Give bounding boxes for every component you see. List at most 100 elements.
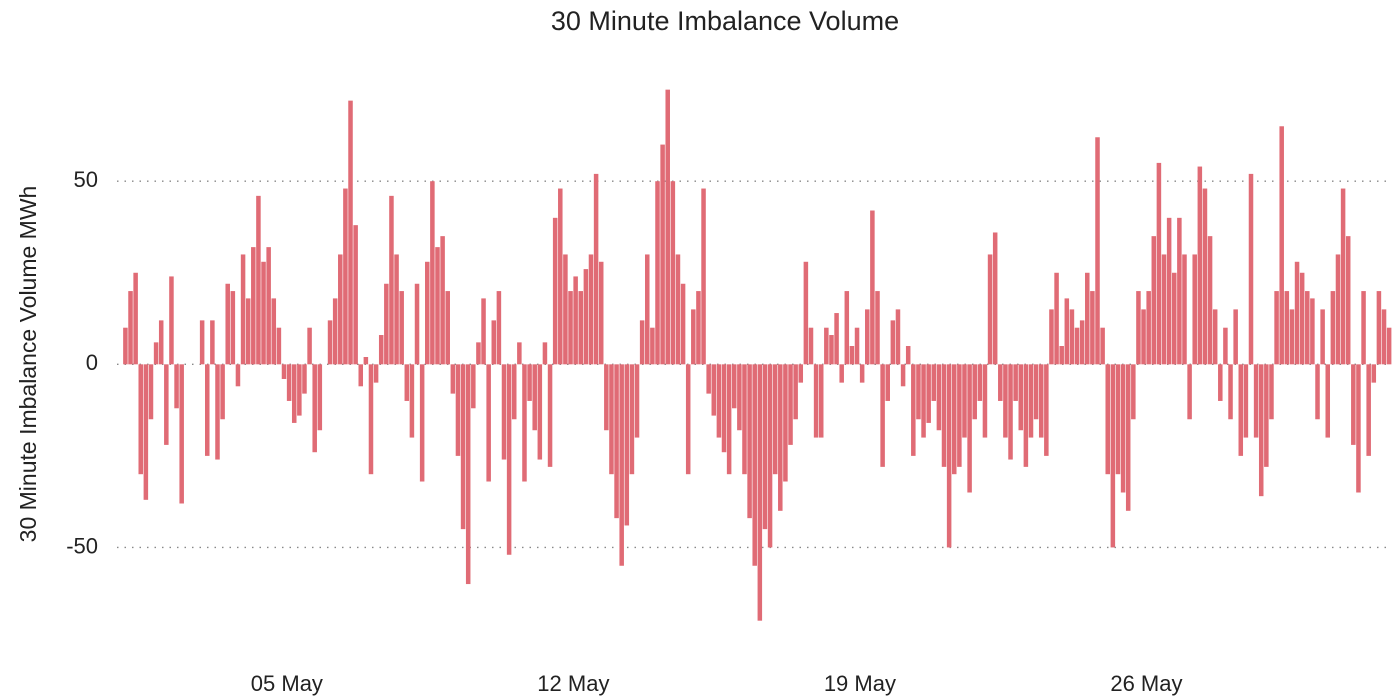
bar xyxy=(291,364,297,423)
bar xyxy=(1376,291,1382,365)
bar xyxy=(506,364,512,555)
bar xyxy=(1038,364,1044,438)
bar xyxy=(179,364,184,504)
bar xyxy=(378,335,384,365)
bar xyxy=(373,364,379,383)
bar xyxy=(1294,261,1300,365)
bar xyxy=(343,188,348,365)
bar xyxy=(1335,254,1341,365)
bar xyxy=(1008,364,1013,460)
bar xyxy=(772,364,778,475)
bar xyxy=(1044,364,1049,456)
bar xyxy=(455,364,461,456)
bar xyxy=(1330,291,1336,365)
bar xyxy=(900,364,906,387)
bar xyxy=(747,364,752,519)
bar xyxy=(778,364,783,511)
bar xyxy=(711,364,717,416)
bar xyxy=(798,364,804,383)
bar xyxy=(1095,137,1100,365)
bar xyxy=(865,309,870,365)
bar xyxy=(1033,364,1039,420)
bar xyxy=(1079,320,1085,365)
bar xyxy=(384,283,389,365)
bar xyxy=(987,254,993,365)
bar xyxy=(1054,272,1059,365)
bar xyxy=(1325,364,1331,438)
bar xyxy=(1386,327,1392,365)
bar xyxy=(977,364,983,401)
bar xyxy=(619,364,624,566)
bar xyxy=(465,364,471,585)
bar xyxy=(1351,364,1356,445)
bar xyxy=(363,357,369,365)
bar xyxy=(1258,364,1264,497)
bar xyxy=(558,188,563,365)
bar xyxy=(261,261,266,365)
bar xyxy=(992,232,998,365)
bar xyxy=(1371,364,1377,383)
bar xyxy=(854,327,860,365)
bar xyxy=(818,364,824,438)
bar xyxy=(1177,217,1182,365)
bar xyxy=(240,254,246,365)
y-tick-label: 50 xyxy=(74,167,98,192)
bar xyxy=(839,364,844,383)
bar xyxy=(1023,364,1029,467)
bar xyxy=(430,181,435,365)
bar xyxy=(348,100,353,365)
bar xyxy=(982,364,988,438)
bar xyxy=(404,364,410,401)
bar xyxy=(133,272,138,365)
bar xyxy=(230,291,236,365)
bar xyxy=(1166,217,1172,365)
bar xyxy=(225,283,230,365)
bar xyxy=(1136,291,1141,365)
bar xyxy=(409,364,415,438)
bar xyxy=(962,364,967,438)
bar xyxy=(1284,291,1290,365)
bar xyxy=(767,364,773,548)
bar xyxy=(1161,254,1167,365)
bar xyxy=(1310,298,1315,365)
bar xyxy=(1248,173,1254,365)
bar xyxy=(1013,364,1018,401)
bar xyxy=(460,364,466,530)
bar xyxy=(164,364,169,445)
bar xyxy=(1141,309,1146,365)
bar xyxy=(338,254,343,365)
x-tick-label: 26 May xyxy=(1110,671,1182,696)
bar xyxy=(941,364,947,467)
bar xyxy=(1207,236,1213,365)
bar xyxy=(1366,364,1371,456)
bar xyxy=(256,195,261,365)
bar xyxy=(491,320,497,365)
bar xyxy=(752,364,757,566)
bar xyxy=(148,364,154,420)
bar xyxy=(522,364,527,482)
bar xyxy=(604,364,609,431)
bar xyxy=(726,364,732,475)
bar xyxy=(1171,272,1177,365)
bar xyxy=(573,276,578,365)
bar xyxy=(486,364,491,482)
y-tick-label: -50 xyxy=(66,533,98,558)
bar xyxy=(737,364,742,431)
bar xyxy=(1059,346,1064,365)
bar xyxy=(266,247,271,365)
bar xyxy=(537,364,543,460)
bar xyxy=(691,309,696,365)
bar xyxy=(286,364,292,401)
chart-title: 30 Minute Imbalance Volume xyxy=(551,6,899,36)
bar xyxy=(614,364,619,519)
bar xyxy=(332,298,338,365)
bar xyxy=(650,327,655,365)
bar xyxy=(220,364,225,420)
bar xyxy=(158,320,164,365)
bar xyxy=(1187,364,1192,420)
bar xyxy=(685,364,691,475)
bar xyxy=(1381,309,1387,365)
bar xyxy=(1100,327,1105,365)
bar xyxy=(425,261,430,365)
